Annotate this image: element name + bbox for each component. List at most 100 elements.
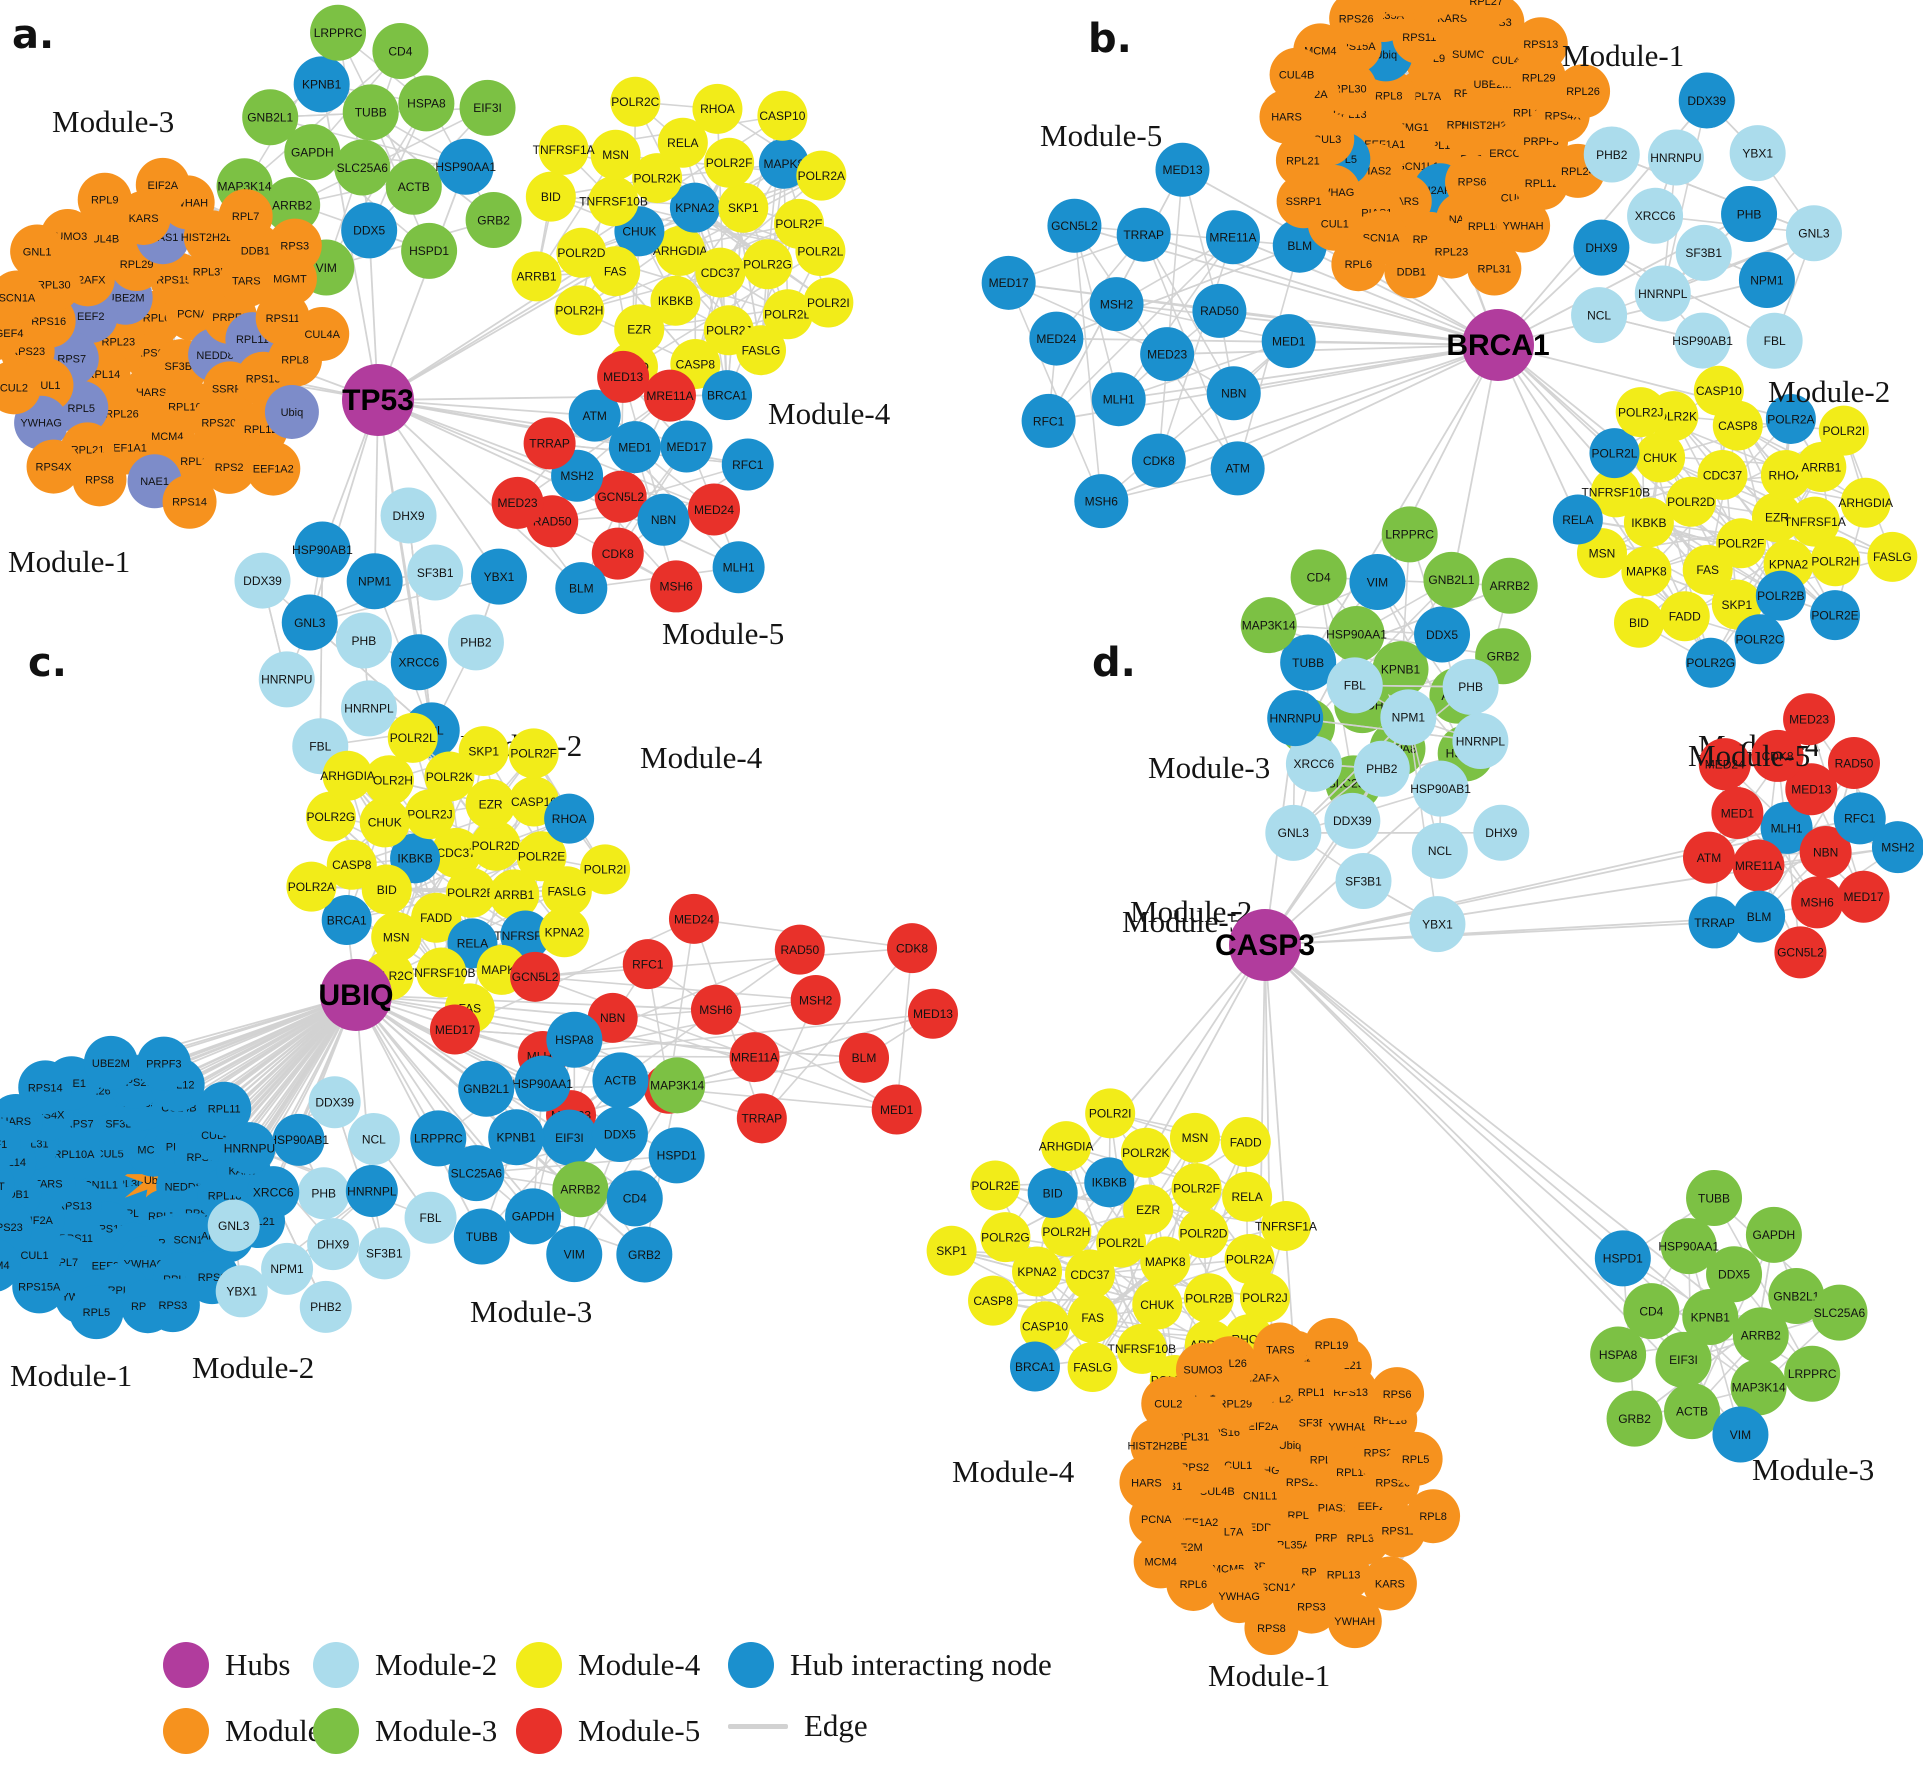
node-TRRAP[interactable]: TRRAP [523,417,576,470]
node-CHUK[interactable]: CHUK [359,797,410,848]
node-POLR2G[interactable]: POLR2G [980,1212,1031,1263]
node-TNFRSF10B[interactable]: TNFRSF10B [1581,467,1650,518]
node-POLR2K[interactable]: POLR2K [424,751,475,802]
node-SF3B1[interactable]: SF3B1 [407,544,464,601]
node-MLH1[interactable]: MLH1 [712,541,765,594]
node-NCL[interactable]: NCL [347,1112,400,1165]
node-POLR2D[interactable]: POLR2D [556,227,607,278]
node-RPS26[interactable]: RPS26 [1329,0,1384,46]
node-HSPD1[interactable]: HSPD1 [648,1127,705,1184]
node-CASP10[interactable]: CASP10 [1020,1301,1071,1352]
node-SLC25A6[interactable]: SLC25A6 [334,139,391,196]
node-CHUK[interactable]: CHUK [1132,1279,1183,1330]
node-RFC1[interactable]: RFC1 [721,438,774,491]
node-KPNA2[interactable]: KPNA2 [1012,1246,1063,1297]
node-FASLG[interactable]: FASLG [1867,531,1918,582]
node-TNFRSF1A[interactable]: TNFRSF1A [1255,1200,1317,1251]
node-POLR2H[interactable]: POLR2H [554,285,605,336]
node-FBL[interactable]: FBL [1326,657,1383,714]
node-ARHGDIA[interactable]: ARHGDIA [320,750,375,801]
node-RPS14[interactable]: RPS14 [162,474,217,529]
node-ARRB1[interactable]: ARRB1 [1796,442,1847,493]
node-EIF2A[interactable]: EIF2A [135,157,190,212]
node-SSF1[interactable]: SSF1 [0,1117,21,1171]
node-BRCA1[interactable]: BRCA1 [1009,1341,1060,1392]
node-POLR2J[interactable]: POLR2J [1615,387,1666,438]
node-PHB2[interactable]: PHB2 [1583,126,1640,183]
node-SSRP1[interactable]: SSRP1 [1276,174,1331,229]
node-KPNB1[interactable]: KPNB1 [1372,641,1429,698]
node-MED24[interactable]: MED24 [1029,311,1084,366]
node-BLM[interactable]: BLM [1733,890,1786,943]
node-CUL4B[interactable]: CUL4B [1269,47,1324,102]
node-EZR[interactable]: EZR [1123,1184,1174,1235]
node-RELA[interactable]: RELA [657,117,708,168]
node-YBX1[interactable]: YBX1 [470,548,527,605]
node-GCN5L2[interactable]: GCN5L2 [510,951,561,1002]
node-KARS[interactable]: KARS [1362,1556,1417,1611]
node-GNB2L1[interactable]: GNB2L1 [1423,551,1480,608]
node-RPL19[interactable]: RPL19 [1304,1317,1359,1372]
node-HARS[interactable]: HARS [1119,1455,1174,1510]
node-ARHGDIA[interactable]: ARHGDIA [653,225,708,276]
node-FADD[interactable]: FADD [1220,1116,1271,1167]
node-RPL6[interactable]: RPL6 [1331,237,1386,292]
node-CDK8[interactable]: CDK8 [1751,729,1804,782]
node-CD4[interactable]: CD4 [1290,549,1347,606]
node-POLR2F[interactable]: POLR2F [508,728,559,779]
node-SF3B1[interactable]: SF3B1 [1335,852,1392,909]
node-POLR2L[interactable]: POLR2L [387,712,438,763]
node-RPL21[interactable]: RPL21 [1275,133,1330,188]
node-XRCC6[interactable]: XRCC6 [247,1166,300,1219]
node-RFC1[interactable]: RFC1 [1021,393,1076,448]
node-MGMT[interactable]: MGMT [0,1159,15,1213]
node-POLR2L[interactable]: POLR2L [1096,1217,1147,1268]
node-MED1[interactable]: MED1 [608,421,661,474]
node-GNL3[interactable]: GNL3 [1265,804,1322,861]
node-PHB[interactable]: PHB [297,1167,350,1220]
node-CDK8[interactable]: CDK8 [591,527,644,580]
node-POLR2H[interactable]: POLR2H [363,755,414,806]
node-RPS23[interactable]: RPS23 [0,1199,33,1254]
node-ACTB[interactable]: ACTB [385,158,442,215]
node-EIF3I[interactable]: EIF3I [541,1109,598,1166]
node-NBN[interactable]: NBN [1206,366,1261,421]
node-GNL3[interactable]: GNL3 [1785,205,1842,262]
node-HSPD1[interactable]: HSPD1 [1594,1230,1651,1287]
node-FASLG[interactable]: FASLG [541,866,592,917]
node-YWHAH[interactable]: YWHAH [1327,1594,1382,1649]
node-POLR2F[interactable]: POLR2F [1716,518,1767,569]
node-TUBB[interactable]: TUBB [1686,1170,1743,1227]
node-ACTB[interactable]: ACTB [1664,1383,1721,1440]
node-YBX1[interactable]: YBX1 [1729,125,1786,182]
node-MED13[interactable]: MED13 [597,350,650,403]
node-IKBKB[interactable]: IKBKB [1623,497,1674,548]
node-TUBB[interactable]: TUBB [1280,634,1337,691]
node-MED23[interactable]: MED23 [1783,693,1836,746]
node-HSPD1[interactable]: HSPD1 [401,222,458,279]
node-RAD50[interactable]: RAD50 [1827,737,1880,790]
node-UBE2M[interactable]: UBE2M [83,1035,138,1090]
node-POLR2B[interactable]: POLR2B [445,867,496,918]
node-ARRB1[interactable]: ARRB1 [489,869,540,920]
node-BID[interactable]: BID [525,171,576,222]
node-ARHGEF4[interactable]: ARHGEF4 [0,306,25,360]
node-HSPA8[interactable]: HSPA8 [1590,1326,1647,1383]
node-DHX9[interactable]: DHX9 [307,1218,360,1271]
node-NCL[interactable]: NCL [1411,822,1468,879]
node-HSP90AA1[interactable]: HSP90AA1 [512,1055,573,1112]
node-KPNB1[interactable]: KPNB1 [488,1109,545,1166]
node-EZR[interactable]: EZR [614,304,665,355]
node-XRCC6[interactable]: XRCC6 [1285,735,1342,792]
node-RPS13[interactable]: RPS13 [1513,17,1568,72]
node-TUBB[interactable]: TUBB [342,84,399,141]
node-MSH2[interactable]: MSH2 [1089,277,1144,332]
node-GCN5L2[interactable]: GCN5L2 [1774,926,1827,979]
node-DDX5[interactable]: DDX5 [341,202,398,259]
node-NCL[interactable]: NCL [1571,287,1628,344]
node-MSN[interactable]: MSN [590,129,641,180]
node-POLR2I[interactable]: POLR2I [1818,405,1869,456]
node-GNL3[interactable]: GNL3 [207,1199,260,1252]
node-CHUK[interactable]: CHUK [1635,432,1686,483]
node-RELA[interactable]: RELA [1222,1171,1273,1222]
